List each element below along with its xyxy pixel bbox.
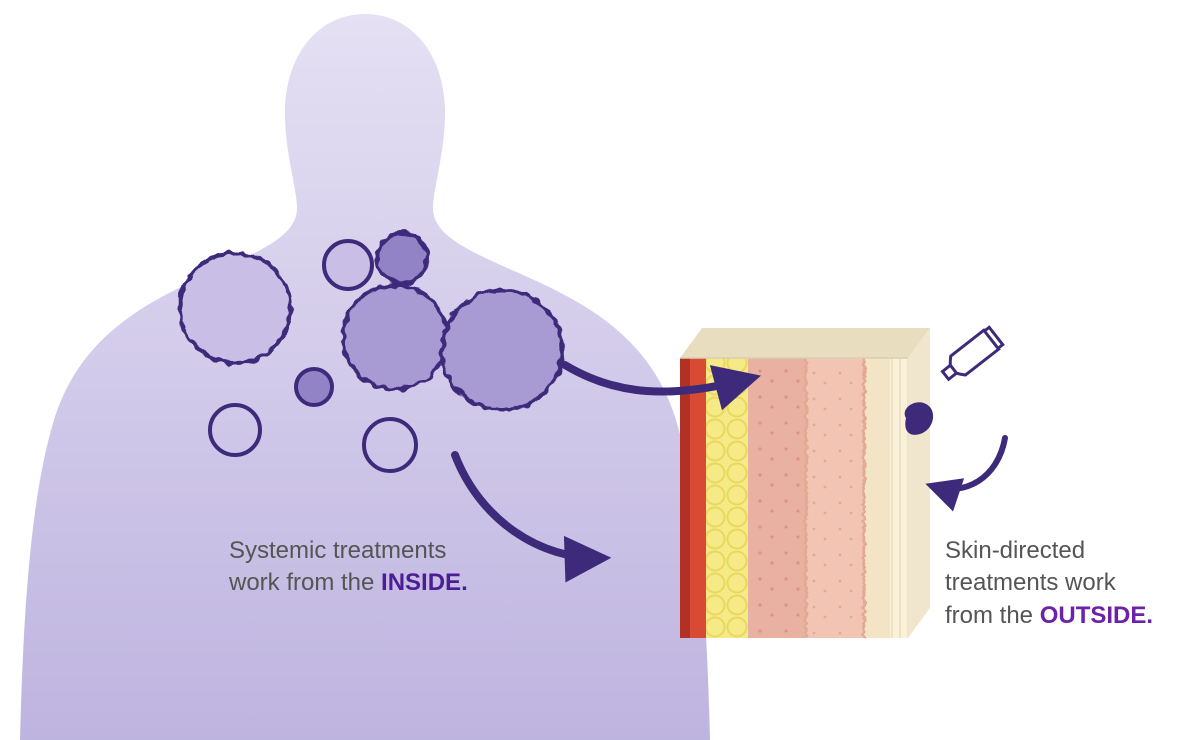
caption-skin-line1: Skin-directed bbox=[945, 537, 1085, 564]
lesion bbox=[324, 241, 372, 289]
caption-skin-directed: Skin-directed treatments work from the O… bbox=[945, 535, 1175, 632]
arrow-topical-apply bbox=[932, 438, 1005, 489]
infographic-canvas: Systemic treatments work from the INSIDE… bbox=[0, 0, 1200, 740]
caption-skin-line3a: from the bbox=[945, 602, 1040, 629]
lesion bbox=[377, 233, 427, 283]
caption-systemic: Systemic treatments work from the INSIDE… bbox=[229, 535, 549, 600]
caption-outside-word: OUTSIDE. bbox=[1040, 602, 1153, 629]
lesion bbox=[296, 369, 332, 405]
caption-systemic-line1: Systemic treatments bbox=[229, 537, 446, 564]
lesion bbox=[343, 285, 447, 389]
lesion bbox=[442, 290, 562, 410]
caption-inside-word: INSIDE. bbox=[381, 569, 468, 596]
skin-cross-section bbox=[680, 328, 930, 638]
lesion bbox=[180, 253, 290, 363]
caption-systemic-line2a: work from the bbox=[229, 569, 381, 596]
caption-skin-line2: treatments work bbox=[945, 569, 1116, 596]
ointment-tube bbox=[938, 327, 1003, 385]
